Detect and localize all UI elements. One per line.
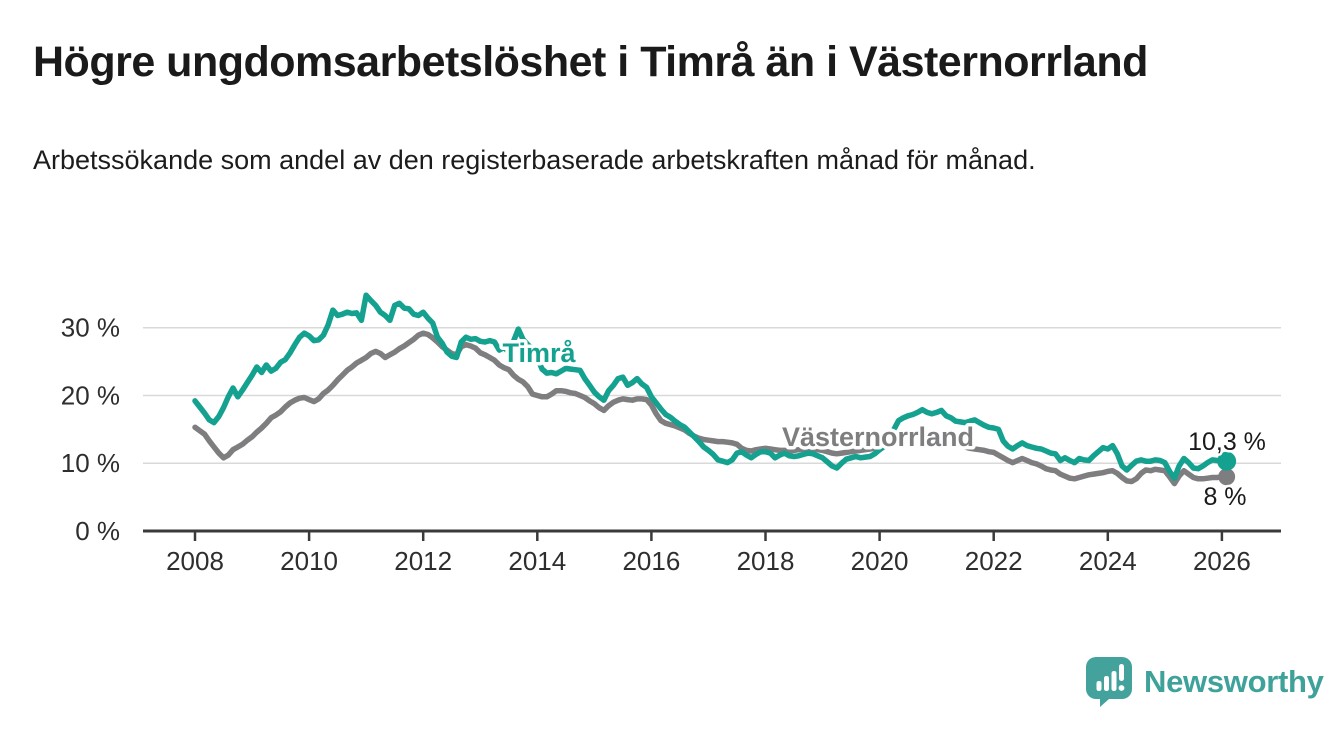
bar-medium: [1104, 676, 1109, 691]
vasternorrland-series-label: Västernorrland: [782, 422, 974, 452]
timra-end-dot: [1217, 451, 1237, 471]
bar-small: [1096, 681, 1102, 691]
bar-large: [1111, 671, 1117, 691]
x-tick-label: 2008: [166, 546, 224, 576]
timra-series-label: Timrå: [502, 338, 576, 368]
y-tick-label: 10 %: [61, 448, 120, 478]
x-tick-label: 2018: [737, 546, 795, 576]
x-tick-label: 2024: [1079, 546, 1137, 576]
y-tick-label: 30 %: [61, 313, 120, 343]
page-subtitle: Arbetssökande som andel av den registerb…: [33, 145, 1036, 175]
y-tick-label: 20 %: [61, 380, 120, 410]
x-tick-label: 2012: [394, 546, 452, 576]
x-tick-label: 2022: [965, 546, 1023, 576]
vasternorrland-end-dot: [1218, 468, 1236, 486]
newsworthy-chart-bubble-icon: [1086, 657, 1132, 707]
vasternorrland-end-value-label: 8 %: [1203, 483, 1246, 511]
newsworthy-logo[interactable]: Newsworthy: [1085, 656, 1324, 708]
newsworthy-wordmark: Newsworthy: [1144, 664, 1324, 699]
x-tick-label: 2010: [280, 546, 338, 576]
y-tick-label: 0 %: [75, 516, 120, 546]
x-tick-label: 2026: [1193, 546, 1251, 576]
x-tick-label: 2014: [508, 546, 566, 576]
timra-line: [192, 292, 1230, 481]
x-tick-label: 2016: [622, 546, 680, 576]
exclamation-bar: [1119, 664, 1124, 681]
timra-end-value-label: 10,3 %: [1188, 428, 1266, 456]
x-tick-label: 2020: [851, 546, 909, 576]
exclamation-dot: [1118, 685, 1125, 691]
page-title: Högre ungdomsarbetslöshet i Timrå än i V…: [33, 38, 1148, 86]
vasternorrland-line: [192, 330, 1230, 487]
